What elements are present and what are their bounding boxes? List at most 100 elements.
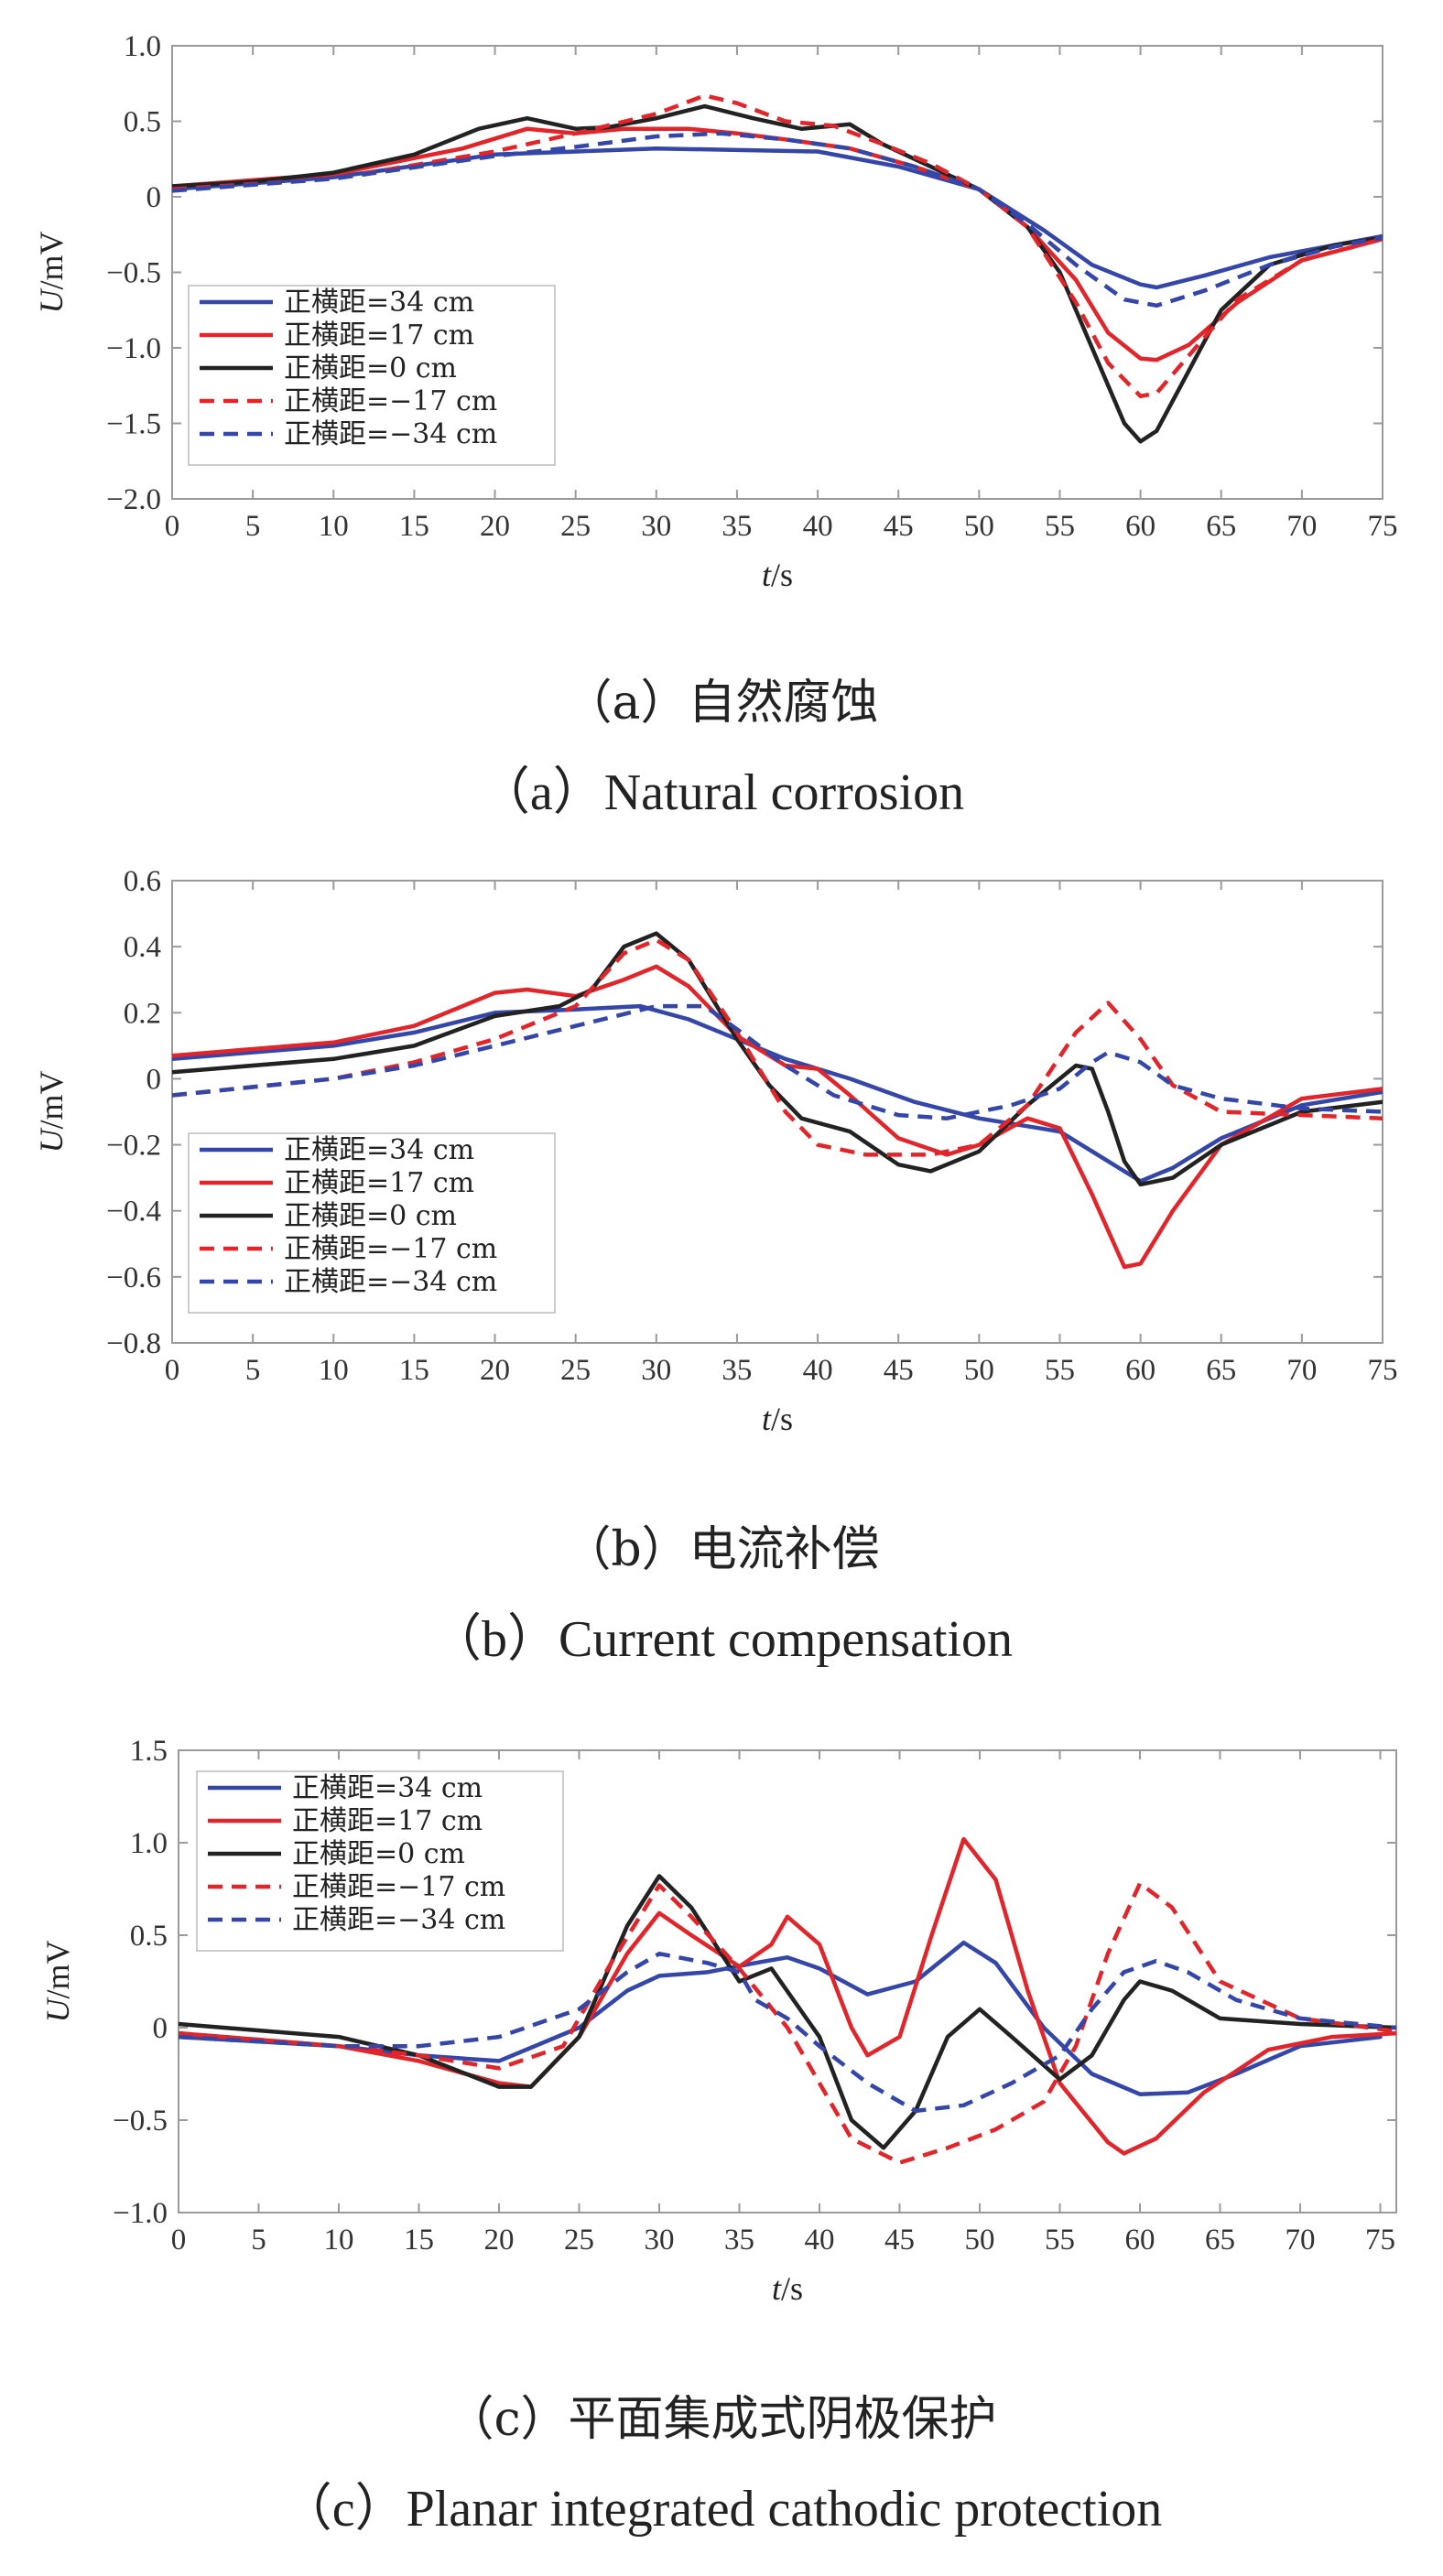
x-axis-unit: /s: [771, 1401, 793, 1437]
x-tick-label: 50: [964, 1354, 994, 1387]
series-line-3: [179, 1881, 1396, 2165]
y-tick-label: 1.0: [124, 30, 161, 63]
x-tick-label: 25: [564, 2224, 594, 2257]
x-tick-label: 45: [884, 510, 914, 543]
x-tick-label: 50: [965, 2224, 995, 2257]
series-line-2: [172, 931, 1383, 1187]
panel-a: 0 5 10 15 20 25 30 35 40 45 50 55 60 65 70 75 −2.0 −1.5 −1…: [0, 0, 1443, 824]
y-tick-label: −0.6: [106, 1261, 161, 1294]
x-tick-label: 20: [480, 510, 510, 543]
y-axis-var: U: [33, 288, 70, 314]
series-line-4: [172, 1003, 1383, 1120]
y-tick-label: 1.0: [130, 1827, 168, 1860]
legend-label-1: 正横距=17 cm: [292, 1805, 483, 1837]
series-line-0: [172, 1003, 1383, 1184]
x-tick-label: 30: [641, 1354, 671, 1387]
x-tick-label: 20: [480, 1354, 510, 1387]
legend-label-4: 正横距=−34 cm: [284, 1266, 497, 1298]
x-tick-label: 15: [399, 510, 429, 543]
y-tick-label: 1.5: [130, 1735, 168, 1768]
y-axis-label: U/mV: [39, 1940, 76, 2022]
x-tick-label: 70: [1286, 2224, 1316, 2257]
x-tick-label: 45: [884, 2224, 915, 2257]
series-line-4: [179, 1951, 1396, 2114]
y-tick-label: −0.4: [106, 1196, 161, 1228]
x-tick-label: 40: [805, 2224, 835, 2257]
y-tick-label: 0: [146, 181, 162, 214]
series-line-1: [172, 964, 1383, 1270]
x-tick-label: 75: [1368, 1354, 1398, 1387]
y-tick-label: 0: [153, 2012, 168, 2045]
plot-frame: [178, 1749, 1397, 2213]
legend-label-1: 正横距=17 cm: [284, 319, 474, 352]
x-tick-label: 55: [1045, 1354, 1075, 1387]
x-tick-label: 65: [1206, 510, 1236, 543]
x-axis-unit: /s: [781, 2270, 803, 2307]
y-tick-label: 0: [146, 1063, 162, 1096]
series-line-3: [172, 937, 1383, 1157]
x-axis-label: t/s: [772, 2270, 803, 2307]
panel-b: 0 5 10 15 20 25 30 35 40 45 50 55 60 65 70 75 −0.8 −0.6 −0…: [0, 842, 1443, 1668]
y-tick-label: −0.8: [106, 1327, 161, 1360]
y-tick-label: −1.0: [113, 2197, 168, 2230]
plot-frame: [171, 880, 1383, 1344]
x-tick-label: 5: [245, 510, 261, 543]
y-axis-label: U/mV: [33, 231, 70, 313]
y-tick-label: 0.5: [130, 1920, 168, 1953]
x-tick-label: 0: [165, 510, 180, 543]
y-axis-unit: /mV: [33, 1070, 70, 1129]
x-tick-label: 30: [645, 2224, 675, 2257]
x-tick-label: 35: [722, 510, 752, 543]
series-line-3: [172, 93, 1383, 399]
series-line-0: [172, 146, 1383, 290]
legend-label-3: 正横距=−17 cm: [284, 385, 497, 417]
chart-c: 0 5 10 15 20 25 30 35 40 45 50 55 60 65 70 75 −1.0 −0.5 0 0…: [39, 1735, 1397, 2307]
x-axis-var: t: [762, 1401, 772, 1437]
y-tick-label: 0.6: [124, 865, 161, 898]
x-tick-label: 40: [803, 510, 833, 543]
x-tick-label: 60: [1125, 1354, 1155, 1387]
x-axis-unit: /s: [771, 557, 793, 593]
legend-label-4: 正横距=−34 cm: [292, 1904, 505, 1936]
x-tick-label: 50: [964, 510, 994, 543]
y-tick-label: −0.5: [106, 257, 161, 290]
x-tick-label: 0: [165, 1354, 180, 1387]
legend-label-2: 正横距=0 cm: [284, 352, 457, 384]
x-axis-label: t/s: [762, 1401, 793, 1437]
x-tick-label: 25: [560, 1354, 591, 1387]
legend-label-0: 正横距=34 cm: [284, 287, 474, 319]
legend-label-0: 正横距=34 cm: [284, 1134, 474, 1166]
caption-en-c: （c）Planar integrated cathodic protection: [280, 2481, 1163, 2538]
x-tick-label: 0: [171, 2224, 187, 2257]
y-axis-unit: /mV: [39, 1940, 76, 1998]
x-axis-var: t: [772, 2270, 782, 2307]
y-tick-label: −0.2: [106, 1130, 161, 1163]
y-tick-label: −0.5: [113, 2105, 168, 2138]
x-tick-label: 35: [724, 2224, 754, 2257]
legend-label-1: 正横距=17 cm: [284, 1167, 474, 1199]
x-tick-label: 40: [803, 1354, 833, 1387]
x-tick-label: 25: [560, 510, 591, 543]
chart-a: 0 5 10 15 20 25 30 35 40 45 50 55 60 65 70 75 −2.0 −1.5 −1…: [33, 30, 1398, 593]
x-tick-label: 5: [251, 2224, 266, 2257]
x-tick-label: 65: [1205, 2224, 1235, 2257]
x-tick-label: 65: [1206, 1354, 1236, 1387]
x-tick-label: 60: [1125, 2224, 1155, 2257]
x-tick-label: 10: [324, 2224, 354, 2257]
y-tick-label: 0.2: [124, 997, 161, 1030]
x-tick-label: 75: [1368, 510, 1398, 543]
x-tick-label: 5: [245, 1354, 261, 1387]
y-axis-var: U: [39, 1997, 76, 2023]
legend-label-3: 正横距=−17 cm: [284, 1233, 497, 1265]
legend-label-3: 正横距=−17 cm: [292, 1871, 505, 1903]
caption-en-b: （b）Current compensation: [429, 1611, 1014, 1668]
x-tick-label: 45: [884, 1354, 914, 1387]
x-tick-label: 70: [1286, 510, 1317, 543]
x-tick-label: 20: [484, 2224, 515, 2257]
legend-label-2: 正横距=0 cm: [292, 1838, 465, 1870]
x-axis-label: t/s: [762, 557, 793, 593]
x-tick-label: 60: [1125, 510, 1155, 543]
y-tick-label: −1.0: [106, 332, 161, 365]
y-axis-var: U: [33, 1128, 70, 1153]
series-line-4: [172, 131, 1383, 308]
